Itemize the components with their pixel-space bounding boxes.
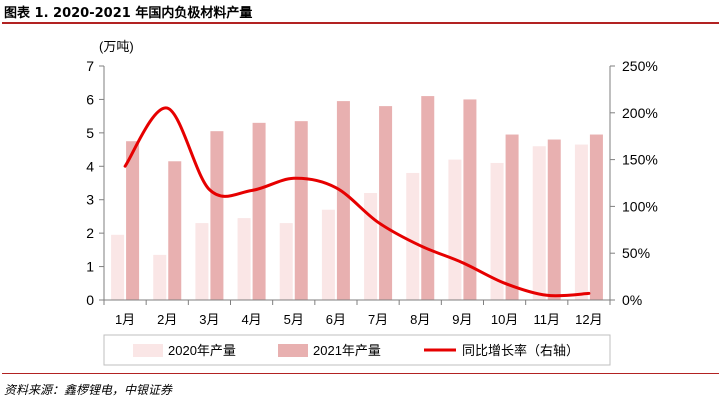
- bar-2020年产量-11月: [532, 146, 546, 300]
- bar-2021年产量-8月: [421, 96, 435, 300]
- left-tick-label: 1: [86, 259, 94, 275]
- x-tick-label: 4月: [241, 312, 261, 327]
- bar-2020年产量-8月: [406, 172, 420, 300]
- x-tick-label: 10月: [491, 312, 518, 327]
- x-tick-label: 1月: [115, 312, 135, 327]
- bar-2020年产量-6月: [321, 209, 335, 300]
- right-axis-ticks: 0% 50% 100% 150% 200% 250%: [610, 58, 658, 308]
- yoy-growth-line: [123, 106, 591, 298]
- bar-2020年产量-2月: [153, 254, 167, 300]
- bar-2021年产量-12月: [589, 134, 603, 300]
- x-tick-label: 12月: [575, 312, 602, 327]
- bar-2020年产量-1月: [111, 234, 125, 300]
- left-tick-label: 0: [86, 292, 94, 308]
- bar-2020年产量-12月: [574, 144, 588, 300]
- legend-swatch-2021: [278, 344, 308, 357]
- bars-2021: [126, 96, 603, 301]
- legend-label-2020: 2020年产量: [168, 343, 236, 358]
- right-tick-label: 50%: [622, 245, 650, 261]
- bar-2021年产量-6月: [336, 101, 350, 300]
- title-rule: [2, 22, 719, 24]
- right-tick-label: 150%: [622, 152, 658, 168]
- left-tick-label: 4: [86, 158, 94, 174]
- x-tick-label: 2月: [157, 312, 177, 327]
- legend-label-2021: 2021年产量: [313, 343, 381, 358]
- left-tick-label: 3: [86, 192, 94, 208]
- left-axis-unit-label: (万吨): [99, 39, 134, 54]
- bar-2020年产量-7月: [364, 193, 378, 300]
- legend-frame: [103, 334, 611, 366]
- bar-2020年产量-5月: [279, 223, 293, 300]
- x-tick-label: 11月: [534, 312, 561, 327]
- source-note: 资料来源：鑫椤锂电，中银证券: [4, 383, 173, 397]
- left-tick-label: 6: [86, 91, 94, 107]
- bar-2021年产量-11月: [547, 139, 561, 300]
- legend: 2020年产量 2021年产量 同比增长率（右轴）: [103, 334, 611, 366]
- source-rule: [2, 373, 719, 374]
- right-tick-label: 0%: [622, 292, 642, 308]
- bar-2021年产量-1月: [126, 141, 140, 300]
- bar-2020年产量-3月: [195, 223, 209, 300]
- right-tick-label: 100%: [622, 198, 658, 214]
- legend-label-yoy: 同比增长率（右轴）: [462, 343, 579, 358]
- x-tick-label: 3月: [199, 312, 219, 327]
- bar-2020年产量-10月: [490, 162, 504, 300]
- bar-2021年产量-10月: [505, 134, 519, 300]
- x-tick-label: 5月: [284, 312, 304, 327]
- left-tick-label: 7: [86, 58, 94, 74]
- x-tick-label: 8月: [410, 312, 430, 327]
- bar-2021年产量-7月: [379, 106, 393, 300]
- bar-2021年产量-4月: [252, 122, 266, 300]
- x-tick-label: 9月: [452, 312, 472, 327]
- bars-2020: [111, 144, 588, 300]
- bar-2021年产量-2月: [168, 161, 182, 300]
- bar-2020年产量-9月: [448, 159, 462, 300]
- left-tick-label: 5: [86, 125, 94, 141]
- legend-swatch-2020: [133, 344, 163, 357]
- bar-2021年产量-5月: [294, 121, 308, 301]
- left-axis-ticks: 0 1 2 3 4 5 6 7: [86, 58, 104, 308]
- right-tick-label: 200%: [622, 105, 658, 121]
- bar-2021年产量-3月: [210, 131, 224, 300]
- x-tick-label: 7月: [368, 312, 388, 327]
- x-axis-ticks: 1月 2月 3月 4月 5月 6月 7月 8月 9月 10月 11月 12月: [103, 300, 611, 327]
- bar-2020年产量-4月: [237, 218, 251, 300]
- left-tick-label: 2: [86, 225, 94, 241]
- figure-title: 图表 1. 2020-2021 年国内负极材料产量: [4, 6, 253, 21]
- right-tick-label: 250%: [622, 58, 658, 74]
- x-tick-label: 6月: [326, 312, 346, 327]
- bar-2021年产量-9月: [463, 99, 477, 300]
